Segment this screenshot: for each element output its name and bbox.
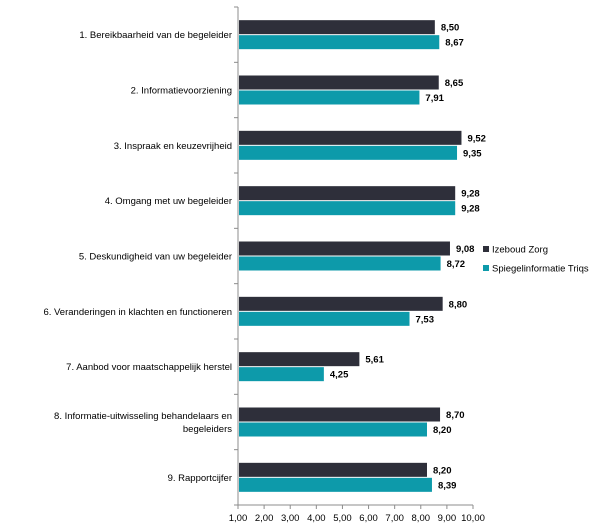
x-tick-label: 9,00 bbox=[438, 513, 457, 524]
data-label: 4,25 bbox=[330, 370, 349, 381]
data-label: 9,28 bbox=[461, 204, 480, 215]
x-tick-label: 2,00 bbox=[255, 513, 274, 524]
axes: 1,00 2,00 3,00 4,00 5,00 6,00 7,00 8,00 9,00 10,0… bbox=[229, 6, 485, 524]
legend-swatch bbox=[483, 265, 489, 271]
bar-izeboud-zorg bbox=[239, 407, 441, 422]
data-label: 9,52 bbox=[467, 133, 486, 144]
bar-izeboud-zorg bbox=[239, 20, 435, 35]
data-label: 8,39 bbox=[438, 480, 457, 491]
bar-spiegelinformatie-triqs bbox=[239, 422, 427, 437]
bar-spiegelinformatie-triqs bbox=[239, 35, 440, 50]
category-label: 6. Veranderingen in klachten en function… bbox=[43, 307, 232, 318]
data-label: 8,80 bbox=[449, 299, 468, 310]
data-label: 8,20 bbox=[433, 425, 452, 436]
data-label: 9,08 bbox=[456, 244, 475, 255]
x-tick-label: 7,00 bbox=[385, 513, 404, 524]
bar-izeboud-zorg bbox=[239, 352, 360, 367]
data-label: 8,70 bbox=[446, 410, 465, 421]
category-label: 5. Deskundigheid van uw begeleider bbox=[79, 252, 232, 263]
data-label: 9,28 bbox=[461, 189, 480, 200]
category-label: 8. Informatie-uitwisseling behandelaars … bbox=[54, 411, 232, 435]
bar-spiegelinformatie-triqs bbox=[239, 145, 458, 160]
category-label: 4. Omgang met uw begeleider bbox=[105, 196, 232, 207]
data-label: 5,61 bbox=[365, 355, 384, 366]
bar-izeboud-zorg bbox=[239, 296, 443, 311]
x-tick-label: 4,00 bbox=[307, 513, 326, 524]
data-label: 8,65 bbox=[445, 78, 464, 89]
category-label: 7. Aanbod voor maatschappelijk herstel bbox=[66, 362, 232, 373]
bar-izeboud-zorg bbox=[239, 462, 427, 477]
bar-izeboud-zorg bbox=[239, 186, 456, 201]
legend-label: Spiegelinformatie Triqs bbox=[492, 264, 589, 275]
x-tick-label: 3,00 bbox=[281, 513, 300, 524]
bar-izeboud-zorg bbox=[239, 241, 450, 256]
legend-swatch bbox=[483, 246, 489, 252]
bar-spiegelinformatie-triqs bbox=[239, 477, 432, 492]
data-label: 8,50 bbox=[441, 23, 460, 34]
bar-spiegelinformatie-triqs bbox=[239, 256, 441, 271]
category-label: 2. Informatievoorziening bbox=[131, 86, 232, 97]
bars bbox=[239, 20, 462, 492]
bar-spiegelinformatie-triqs bbox=[239, 90, 420, 105]
x-tick-label: 1,00 bbox=[229, 513, 248, 524]
legend-label: Izeboud Zorg bbox=[492, 245, 548, 256]
category-label: 9. Rapportcijfer bbox=[168, 473, 232, 484]
x-tick-label: 5,00 bbox=[333, 513, 352, 524]
bar-spiegelinformatie-triqs bbox=[239, 311, 410, 326]
x-tick-label: 8,00 bbox=[412, 513, 431, 524]
x-tick-label: 6,00 bbox=[359, 513, 378, 524]
data-label: 9,35 bbox=[463, 148, 482, 159]
category-label: 1. Bereikbaarheid van de begeleider bbox=[79, 30, 232, 41]
bar-spiegelinformatie-triqs bbox=[239, 367, 324, 382]
data-label: 7,91 bbox=[425, 93, 444, 104]
data-label: 8,72 bbox=[447, 259, 466, 270]
bar-izeboud-zorg bbox=[239, 130, 462, 145]
labels: 8,50 8,67 1. Bereikbaarheid van de begelei… bbox=[43, 23, 486, 492]
bar-izeboud-zorg bbox=[239, 75, 439, 90]
bar-spiegelinformatie-triqs bbox=[239, 201, 456, 216]
legend: Izeboud Zorg Spiegelinformatie Triqs bbox=[483, 245, 589, 275]
category-label: 3. Inspraak en keuzevrijheid bbox=[114, 141, 232, 152]
data-label: 8,20 bbox=[433, 465, 452, 476]
data-label: 7,53 bbox=[416, 314, 435, 325]
data-label: 8,67 bbox=[445, 38, 464, 49]
x-tick-label: 10,00 bbox=[461, 513, 485, 524]
